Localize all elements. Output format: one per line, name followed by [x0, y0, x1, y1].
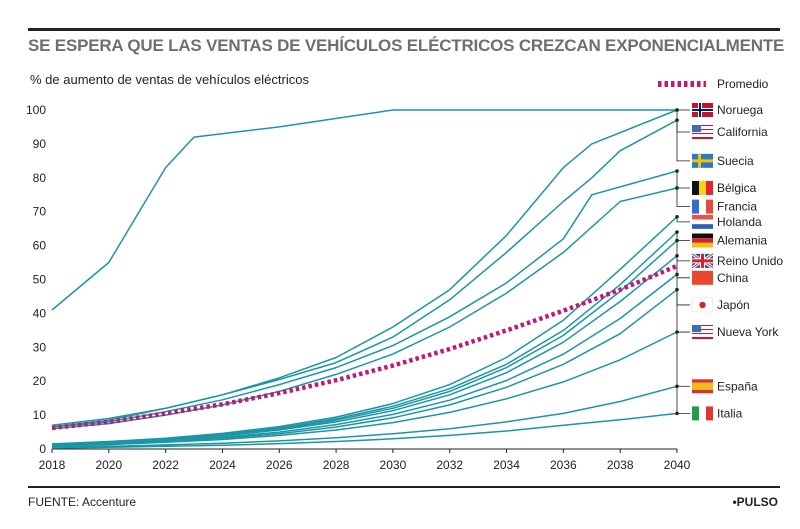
series-line — [51, 331, 678, 448]
series-line — [51, 412, 678, 449]
usa-flag-icon — [692, 125, 713, 140]
japan-flag-icon — [691, 297, 714, 313]
legend-label: Italia — [717, 406, 743, 420]
x-tick-label: 2038 — [607, 458, 634, 472]
series-line — [51, 170, 678, 428]
legend-label: Holanda — [717, 215, 762, 229]
china-flag-icon — [692, 270, 713, 285]
legend-label: Nueva York — [717, 325, 779, 339]
y-tick-label: 80 — [33, 171, 47, 185]
series-line — [51, 187, 678, 430]
x-tick-label: 2024 — [209, 458, 236, 472]
legend-leader-line — [676, 386, 690, 414]
italy-flag-icon — [692, 406, 713, 421]
norway-flag-icon — [692, 103, 713, 117]
source-note: FUENTE: Accenture — [28, 495, 137, 509]
x-tick-label: 2036 — [550, 458, 577, 472]
legend-label: Noruega — [717, 103, 763, 117]
x-tick-label: 2028 — [323, 458, 350, 472]
y-tick-label: 90 — [33, 137, 47, 151]
y-axis-label: % de aumento de ventas de vehículos eléc… — [30, 72, 309, 87]
x-tick-label: 2040 — [664, 458, 691, 472]
x-tick-label: 2030 — [380, 458, 407, 472]
uk-flag-icon — [691, 252, 714, 270]
series-line — [51, 109, 678, 428]
legend-leader-line — [676, 274, 690, 306]
legend-leader-line — [676, 289, 690, 333]
legend-label: California — [717, 125, 768, 139]
series-line — [51, 289, 678, 447]
x-tick-label: 2032 — [436, 458, 463, 472]
usa-flag-icon — [692, 325, 713, 340]
legend-label: Alemania — [717, 234, 767, 248]
legend-label: Suecia — [717, 154, 754, 168]
y-tick-label: 50 — [33, 273, 47, 287]
x-tick-label: 2034 — [493, 458, 520, 472]
x-tick-label: 2022 — [152, 458, 179, 472]
series-line — [51, 273, 678, 447]
average-line — [51, 263, 678, 431]
average-line-group — [51, 263, 678, 431]
series-line — [51, 255, 678, 446]
legend-leader-line — [676, 120, 690, 133]
series-lines — [51, 109, 678, 449]
legend-label: Japón — [717, 298, 750, 312]
y-tick-label: 10 — [33, 408, 47, 422]
y-tick-label: 20 — [33, 374, 47, 388]
legend-leader-line — [676, 216, 690, 223]
legend-label: España — [717, 379, 758, 393]
legend-label: Francia — [717, 200, 757, 214]
legend-leader-line — [676, 332, 690, 387]
brand-logo: •PULSO — [732, 495, 778, 509]
spain-flag-icon — [692, 379, 713, 394]
bottom-rule — [28, 486, 780, 488]
y-tick-label: 60 — [33, 239, 47, 253]
germany-flag-icon — [692, 233, 713, 248]
legend-label: Reino Unido — [717, 254, 783, 268]
legend-leader-line — [676, 232, 690, 241]
y-tick-label: 40 — [33, 306, 47, 320]
average-legend-label: Promedio — [717, 77, 769, 91]
sweden-flag-icon — [692, 153, 713, 168]
legend: Promedio Noruega California Suecia Bélgica Fr… — [658, 77, 783, 421]
x-tick-label: 2020 — [95, 458, 122, 472]
series-end-dot — [675, 411, 679, 416]
legend-label: Bélgica — [717, 181, 757, 195]
top-rule — [28, 28, 780, 31]
legend-leader-line — [676, 171, 690, 189]
netherlands-flag-icon — [692, 214, 713, 229]
y-tick-label: 100 — [26, 103, 46, 117]
legend-leader-line — [676, 110, 690, 162]
x-tick-label: 2018 — [39, 458, 66, 472]
belgium-flag-icon — [692, 180, 713, 195]
legend-leader-line — [676, 187, 690, 208]
series-line — [51, 385, 678, 449]
chart-title: SE ESPERA QUE LAS VENTAS DE VEHÍCULOS EL… — [28, 36, 785, 55]
france-flag-icon — [692, 199, 713, 214]
y-tick-label: 0 — [39, 442, 46, 456]
legend-label: China — [717, 271, 749, 285]
series-line — [51, 109, 677, 311]
legend-leader-line — [676, 255, 690, 279]
series-line — [51, 119, 678, 427]
x-tick-label: 2026 — [266, 458, 293, 472]
y-tick-label: 70 — [33, 205, 47, 219]
legend-leader-line — [676, 240, 690, 262]
y-tick-label: 30 — [33, 340, 47, 354]
